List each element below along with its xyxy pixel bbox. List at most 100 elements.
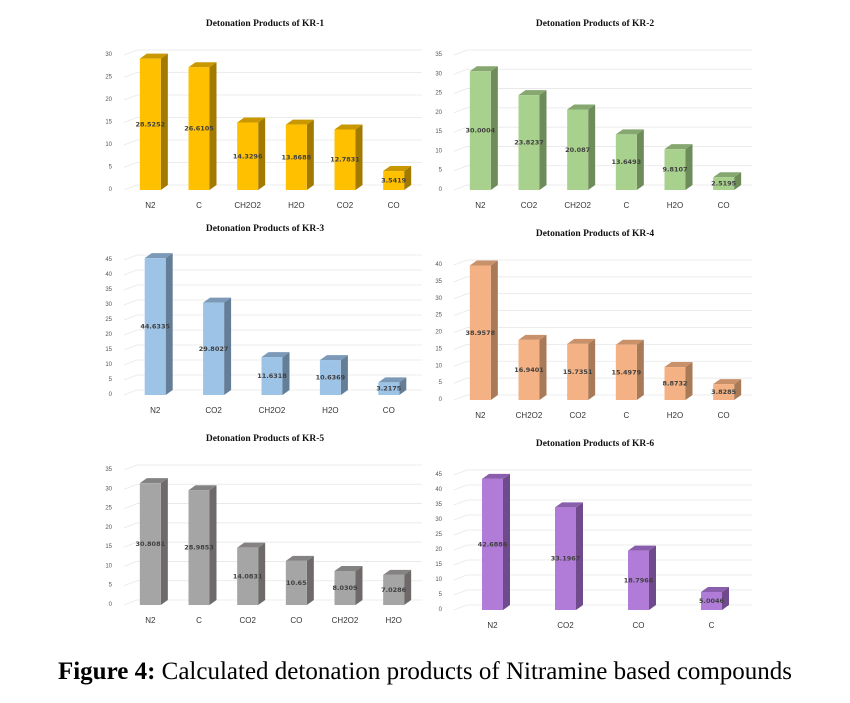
- x-category-label: CO2: [557, 621, 574, 630]
- bar-side: [685, 362, 693, 400]
- gridline-diagonal: [453, 377, 468, 384]
- x-category-label: C: [196, 616, 202, 625]
- bar-top: [482, 473, 510, 479]
- data-label: 10.6369: [316, 374, 346, 382]
- y-tick-label: 25: [105, 317, 112, 323]
- x-category-label: H2O: [667, 411, 683, 420]
- bar-side: [355, 124, 363, 190]
- data-label: 15.4979: [612, 368, 642, 376]
- y-tick-label: 25: [435, 313, 442, 319]
- data-label: 13.8688: [282, 153, 312, 161]
- data-label: 28.5252: [136, 120, 166, 128]
- bar-top: [188, 485, 217, 491]
- gridline-diagonal: [123, 314, 138, 321]
- caption-label: Figure 4:: [57, 658, 156, 685]
- bar-chart-3: Detonation Products of KR-3 0 5 10 15 20 25 30 3…: [105, 224, 422, 415]
- y-tick-label: 15: [435, 346, 442, 352]
- gridline-diagonal: [123, 599, 138, 606]
- data-label: 3.8285: [711, 388, 737, 396]
- gridline-diagonal: [123, 561, 138, 567]
- y-tick-label: 10: [435, 148, 442, 154]
- gridline-diagonal: [123, 49, 138, 56]
- gridline-diagonal: [453, 184, 468, 191]
- gridline-diagonal: [453, 559, 468, 566]
- gridline-diagonal: [453, 514, 468, 521]
- bar-side: [636, 339, 644, 400]
- y-tick-label: 20: [105, 332, 112, 338]
- gridline-diagonal: [453, 49, 468, 56]
- x-category-label: H2O: [667, 201, 683, 210]
- y-tick-label: 20: [435, 330, 442, 336]
- x-category-label: H2O: [288, 201, 304, 210]
- gridline-diagonal: [453, 589, 468, 596]
- y-tick-label: 40: [105, 272, 112, 278]
- bar-side: [282, 352, 290, 395]
- gridline-diagonal: [453, 165, 468, 172]
- x-category-label: CH2O2: [259, 406, 286, 415]
- gridline-diagonal: [453, 293, 468, 300]
- y-tick-label: 35: [435, 52, 442, 58]
- x-category-label: CH2O2: [332, 616, 359, 625]
- x-category-label: CO2: [521, 201, 538, 210]
- y-tick-label: 30: [435, 71, 442, 77]
- data-label: 29.8027: [199, 345, 229, 353]
- bar-chart-2: Detonation Products of KR-2 0 5 10 15 20 25 30 3…: [435, 19, 752, 210]
- bar: [567, 109, 589, 190]
- bar-top: [555, 502, 583, 508]
- bar: [203, 302, 225, 395]
- data-label: 8.0309: [332, 584, 358, 592]
- x-category-label: N2: [487, 621, 498, 630]
- data-label: 12.7831: [330, 156, 360, 164]
- x-category-label: C: [623, 201, 629, 210]
- gridline-diagonal: [123, 522, 138, 529]
- bar-side: [734, 379, 742, 400]
- data-label: 11.6318: [257, 372, 287, 380]
- y-tick-label: 30: [105, 486, 112, 492]
- y-tick-label: 25: [105, 75, 112, 81]
- x-category-label: N2: [145, 201, 156, 210]
- y-tick-label: 15: [435, 129, 442, 135]
- bar-top: [237, 542, 266, 548]
- y-tick-label: 25: [105, 506, 112, 512]
- data-label: 14.0831: [233, 572, 263, 580]
- bar: [334, 129, 356, 190]
- bar: [285, 560, 307, 605]
- data-label: 5.0046: [699, 597, 725, 605]
- bar-side: [404, 166, 412, 190]
- y-tick-label: 20: [105, 525, 112, 531]
- bar-top: [378, 377, 407, 383]
- bar: [319, 360, 341, 395]
- bar: [518, 339, 540, 400]
- gridline-diagonal: [453, 484, 468, 491]
- bar-chart-5: Detonation Products of KR-5 0 5 10 15 20 25 30 3…: [105, 434, 422, 625]
- bar-side: [734, 172, 742, 190]
- x-category-label: CO2: [337, 201, 354, 210]
- bar-top: [334, 566, 363, 572]
- y-tick-label: 5: [109, 377, 113, 383]
- y-tick-label: 5: [439, 168, 443, 174]
- x-category-label: CO: [718, 201, 730, 210]
- chart-title: Detonation Products of KR-5: [206, 434, 325, 444]
- bar-top: [628, 545, 656, 551]
- gridline-diagonal: [123, 389, 138, 396]
- bar: [378, 382, 400, 395]
- x-category-label: CO: [718, 411, 730, 420]
- bar-chart-4: Detonation Products of KR-4 0 5 10 15 20 25 30 3…: [435, 229, 752, 420]
- bar: [469, 265, 491, 400]
- bar-side: [209, 62, 217, 191]
- x-category-label: N2: [475, 411, 486, 420]
- y-tick-label: 10: [105, 362, 112, 368]
- gridline-diagonal: [123, 464, 138, 471]
- gridline-diagonal: [123, 117, 138, 123]
- gridline-diagonal: [453, 544, 468, 551]
- gridline-diagonal: [123, 374, 138, 381]
- y-tick-label: 5: [439, 592, 443, 598]
- bar-side: [258, 542, 266, 605]
- bar-side: [258, 117, 266, 190]
- y-tick-label: 15: [435, 562, 442, 568]
- data-label: 14.3296: [233, 152, 263, 160]
- data-label: 30.0004: [466, 127, 496, 135]
- bar: [567, 343, 589, 400]
- y-tick-label: 30: [435, 517, 442, 523]
